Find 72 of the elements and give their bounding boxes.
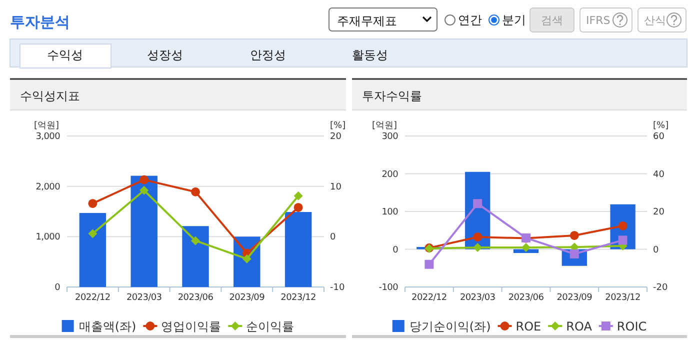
text: 분기 bbox=[502, 13, 526, 27]
point bbox=[618, 221, 628, 230]
legend-label: 당기순이익(좌) bbox=[409, 320, 491, 334]
point bbox=[88, 229, 98, 238]
text: 안정성 bbox=[250, 48, 286, 62]
point bbox=[294, 202, 303, 212]
text: 주재무제표 bbox=[337, 14, 397, 28]
x-tick-label: 2023/09 bbox=[556, 293, 593, 303]
point bbox=[191, 236, 200, 246]
text: 성장성 bbox=[147, 48, 183, 62]
x-tick-label: 2023/06 bbox=[178, 293, 214, 303]
point bbox=[424, 260, 434, 269]
x-tick-label: 2023/06 bbox=[508, 293, 544, 303]
legend-label: ROIC bbox=[616, 320, 647, 334]
y-axis-title: [억원] bbox=[372, 121, 398, 131]
y2-tick-label: 0 bbox=[330, 232, 336, 243]
bar bbox=[284, 212, 312, 287]
y-tick-label: 100 bbox=[382, 208, 399, 218]
y-tick-label: 2,000 bbox=[36, 182, 61, 192]
x-tick-label: 2023/03 bbox=[126, 293, 162, 303]
y-tick-label: 0 bbox=[392, 245, 399, 256]
y2-tick-label: 40 bbox=[653, 170, 665, 180]
point bbox=[618, 236, 628, 245]
y2-tick-label: -20 bbox=[653, 283, 668, 293]
point bbox=[140, 186, 149, 195]
chart-title: 투자수익률 bbox=[362, 89, 422, 103]
y2-tick-label: 0 bbox=[653, 245, 659, 256]
y-axis-title: [억원] bbox=[34, 121, 60, 131]
point bbox=[88, 198, 98, 208]
point bbox=[473, 199, 482, 208]
point bbox=[570, 230, 579, 240]
y-tick-label: 200 bbox=[382, 170, 399, 180]
point bbox=[191, 187, 200, 196]
legend-label: ROA bbox=[566, 320, 593, 334]
y2-tick-label: 20 bbox=[330, 132, 342, 142]
bar bbox=[130, 176, 158, 287]
x-tick-label: 2023/09 bbox=[229, 293, 266, 303]
legend-label: 영업이익률 bbox=[161, 320, 222, 334]
text: IFRS bbox=[586, 14, 610, 27]
point bbox=[294, 191, 303, 200]
x-tick-label: 2023/12 bbox=[280, 293, 316, 303]
y2-tick-label: 20 bbox=[653, 208, 665, 218]
text: 검색 bbox=[541, 14, 563, 27]
y-tick-label: -100 bbox=[378, 283, 399, 293]
y2-tick-label: 10 bbox=[330, 182, 342, 192]
text: 활동성 bbox=[352, 48, 388, 62]
legend-label: 매출액(좌) bbox=[78, 320, 136, 334]
text: 수익성 bbox=[47, 48, 83, 62]
point bbox=[140, 175, 149, 184]
x-tick-label: 2023/12 bbox=[605, 293, 640, 303]
x-tick-label: 2022/12 bbox=[412, 293, 447, 303]
bar bbox=[79, 213, 106, 287]
text: 투자분석 bbox=[10, 13, 70, 31]
y-tick-label: 3,000 bbox=[36, 132, 61, 142]
x-tick-label: 2023/03 bbox=[460, 293, 496, 303]
y2-axis-title: [%] bbox=[330, 121, 346, 131]
text: 산식 bbox=[644, 14, 666, 27]
point bbox=[242, 254, 252, 264]
y-tick-label: 0 bbox=[54, 283, 61, 293]
y2-tick-label: -10 bbox=[330, 283, 345, 293]
y-tick-label: 300 bbox=[382, 132, 399, 142]
chart-title: 수익성지표 bbox=[20, 89, 80, 103]
bar bbox=[182, 226, 209, 287]
text: 연간 bbox=[458, 13, 482, 27]
legend-label: ROE bbox=[516, 320, 542, 334]
legend-label: 순이익률 bbox=[246, 320, 294, 334]
point bbox=[473, 232, 482, 242]
y-tick-label: 1,000 bbox=[36, 232, 61, 243]
y2-axis-title: [%] bbox=[653, 121, 669, 131]
point bbox=[522, 243, 530, 252]
x-tick-label: 2022/12 bbox=[75, 293, 110, 303]
y2-tick-label: 60 bbox=[653, 132, 665, 142]
